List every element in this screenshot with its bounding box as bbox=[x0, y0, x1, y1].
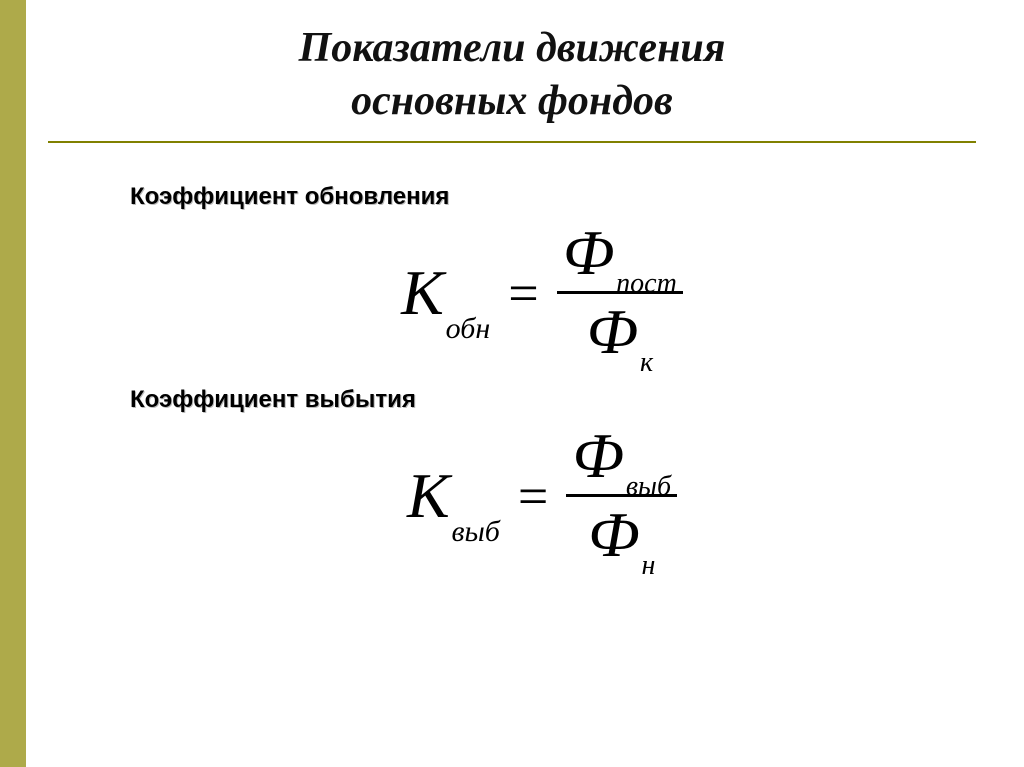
slide-title-line2: основных фондов bbox=[351, 78, 673, 124]
slide-title: Показатели движения основных фондов bbox=[0, 22, 1024, 127]
formula-numerator: Ф выб bbox=[566, 424, 677, 488]
formula-retirement-row: К выб = Ф выб Ф н bbox=[120, 424, 964, 567]
formula-den-sym: Ф bbox=[588, 503, 639, 567]
formula-den-sym: Ф bbox=[586, 300, 637, 364]
formula-num-sym: Ф bbox=[572, 424, 623, 488]
formula-lhs-sym: К bbox=[407, 459, 450, 533]
formula-lhs-sym: К bbox=[401, 256, 444, 330]
formula-eq: = bbox=[518, 465, 548, 527]
formula-denominator: Ф к bbox=[580, 300, 659, 364]
subheading-renewal: Коэффициент обновления bbox=[130, 183, 964, 211]
side-accent-stripe bbox=[0, 0, 26, 767]
slide-title-block: Показатели движения основных фондов bbox=[0, 0, 1024, 143]
slide-title-line1: Показатели движения bbox=[299, 25, 726, 71]
formula-retirement: К выб = Ф выб Ф н bbox=[407, 424, 677, 567]
formula-renewal-row: К обн = Ф пост Ф к bbox=[120, 221, 964, 364]
formula-lhs-sub: выб bbox=[451, 515, 499, 549]
formula-num-sym: Ф bbox=[563, 221, 614, 285]
formula-fraction: Ф выб Ф н bbox=[566, 424, 677, 567]
formula-fraction: Ф пост Ф к bbox=[557, 221, 683, 364]
slide-content: Коэффициент обновления К обн = Ф пост Ф … bbox=[120, 183, 964, 567]
formula-den-sub: к bbox=[640, 349, 653, 377]
formula-eq: = bbox=[508, 262, 538, 324]
formula-num-sub: выб bbox=[626, 473, 671, 501]
subheading-retirement: Коэффициент выбытия bbox=[130, 386, 964, 414]
formula-num-sub: пост bbox=[616, 270, 677, 298]
formula-numerator: Ф пост bbox=[557, 221, 683, 285]
formula-renewal: К обн = Ф пост Ф к bbox=[401, 221, 683, 364]
formula-lhs: К выб bbox=[407, 459, 500, 533]
formula-denominator: Ф н bbox=[582, 503, 661, 567]
slide: Показатели движения основных фондов Коэф… bbox=[0, 0, 1024, 767]
formula-den-sub: н bbox=[641, 552, 655, 580]
title-underline bbox=[48, 141, 976, 143]
formula-lhs: К обн bbox=[401, 256, 490, 330]
formula-lhs-sub: обн bbox=[446, 312, 491, 346]
